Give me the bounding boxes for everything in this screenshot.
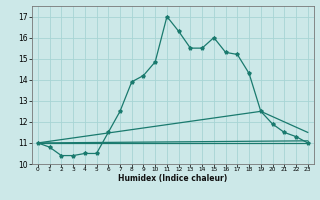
X-axis label: Humidex (Indice chaleur): Humidex (Indice chaleur) (118, 174, 228, 183)
